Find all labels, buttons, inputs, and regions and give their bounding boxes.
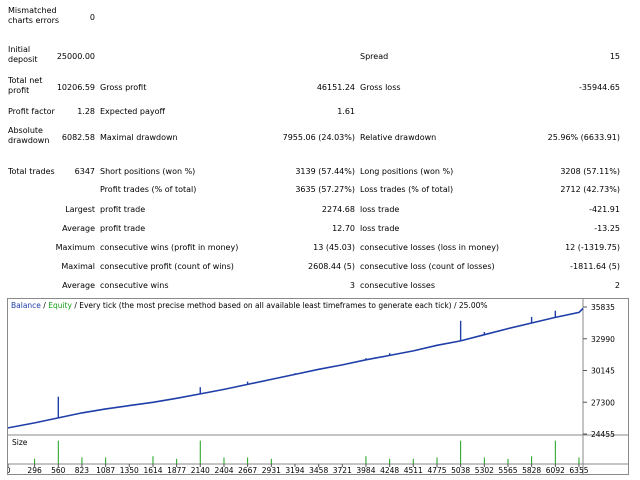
short-positions-label: Short positions (won %) <box>100 167 196 176</box>
balance-series-line <box>8 307 584 429</box>
x-tick-label: 5038 <box>451 466 470 474</box>
avg-consec-losses-value: 2 <box>614 281 620 290</box>
largest-loss-value: -421.91 <box>589 205 620 214</box>
average-loss-value: -13.25 <box>594 224 620 233</box>
max-consec-wins-value: 13 (45.03) <box>313 243 355 252</box>
gross-profit-label: Gross profit <box>100 83 147 92</box>
legend-equity: Equity <box>48 301 72 310</box>
average-loss-label: loss trade <box>360 224 400 233</box>
absolute-drawdown-value: 6082.58 <box>61 133 95 142</box>
x-tick-label: 2140 <box>191 466 210 474</box>
x-tick-label: 5828 <box>522 466 541 474</box>
profit-trades-value: 3635 (57.27%) <box>295 185 355 194</box>
relative-drawdown-value: 25.96% (6633.91) <box>547 133 620 142</box>
initial-deposit-value: 25000.00 <box>56 52 95 61</box>
maximal-prefix: Maximal <box>61 262 95 271</box>
maximal-consec-loss-value: -1811.64 (5) <box>570 262 620 271</box>
maximum-prefix: Maximum <box>55 243 95 252</box>
x-tick-label: 823 <box>75 466 90 474</box>
x-tick-label: 560 <box>51 466 66 474</box>
gross-loss-value: -35944.65 <box>578 83 620 92</box>
x-tick-label: 4775 <box>427 466 446 474</box>
x-tick-label: 3984 <box>356 466 375 474</box>
mismatched-label: Mismatched charts errors <box>8 6 60 25</box>
loss-trades-value: 2712 (42.73%) <box>560 185 620 194</box>
x-tick-label: 296 <box>27 466 42 474</box>
maximal-consec-profit-value: 2608.44 (5) <box>308 262 355 271</box>
largest-loss-label: loss trade <box>360 205 400 214</box>
x-tick-label: 3721 <box>333 466 352 474</box>
y-tick-label: 24455 <box>591 430 615 439</box>
x-tick-label: 2404 <box>214 466 233 474</box>
x-tick-label: 1350 <box>120 466 139 474</box>
mismatched-value: 0 <box>89 13 95 22</box>
x-tick-label: 1614 <box>143 466 162 474</box>
x-tick-label: 1087 <box>96 466 115 474</box>
average-consec-prefix: Average <box>62 281 95 290</box>
absolute-drawdown-label: Absolute drawdown <box>8 126 50 145</box>
x-tick-label: 1877 <box>167 466 186 474</box>
loss-trades-label: Loss trades (% of total) <box>360 185 454 194</box>
maximal-consec-profit-label: consecutive profit (count of wins) <box>100 262 234 271</box>
x-tick-label: 6355 <box>569 466 588 474</box>
total-net-profit-value: 10206.59 <box>56 83 95 92</box>
long-positions-label: Long positions (won %) <box>360 167 454 176</box>
average-profit-value: 12.70 <box>332 224 355 233</box>
spread-label: Spread <box>360 52 389 61</box>
short-positions-value: 3139 (57.44%) <box>295 167 355 176</box>
max-consec-wins-label: consecutive wins (profit in money) <box>100 243 239 252</box>
maximal-drawdown-label: Maximal drawdown <box>100 133 178 142</box>
y-tick-label: 32990 <box>591 335 615 344</box>
average-profit-label: profit trade <box>100 224 146 233</box>
average-prefix: Average <box>62 224 95 233</box>
x-tick-label: 4511 <box>404 466 423 474</box>
size-label: Size <box>12 438 28 447</box>
y-tick-label: 35835 <box>591 303 615 312</box>
legend-description: / Every tick (the most precise method ba… <box>71 301 488 310</box>
largest-profit-value: 2274.68 <box>321 205 355 214</box>
max-consec-losses-value: 12 (-1319.75) <box>565 243 620 252</box>
avg-consec-wins-value: 3 <box>349 281 355 290</box>
y-tick-label: 27300 <box>591 398 615 407</box>
long-positions-value: 3208 (57.11%) <box>560 167 620 176</box>
max-consec-losses-label: consecutive losses (loss in money) <box>360 243 500 252</box>
profit-factor-value: 1.28 <box>77 107 95 116</box>
expected-payoff-label: Expected payoff <box>100 107 165 116</box>
balance-chart: 35835 32990 30145 27300 24455 0 296 560 823 1087 1… <box>7 298 629 475</box>
initial-deposit-label: Initial deposit <box>8 45 38 64</box>
profit-factor-label: Profit factor <box>8 107 55 116</box>
gross-profit-value: 46151.24 <box>316 83 355 92</box>
y-tick-label: 30145 <box>591 367 615 376</box>
avg-consec-wins-label: consecutive wins <box>100 281 169 290</box>
largest-prefix: Largest <box>65 205 95 214</box>
balance-chart-svg: 35835 32990 30145 27300 24455 0 296 560 823 1087 1… <box>8 299 628 474</box>
total-trades-label: Total trades <box>8 167 55 176</box>
relative-drawdown-label: Relative drawdown <box>360 133 437 142</box>
profit-trades-label: Profit trades (% of total) <box>100 185 197 194</box>
expected-payoff-value: 1.61 <box>337 107 355 116</box>
x-tick-label: 4248 <box>380 466 399 474</box>
maximal-drawdown-value: 7955.06 (24.03%) <box>282 133 355 142</box>
x-tick-label: 3458 <box>309 466 328 474</box>
total-net-profit-label: Total net profit <box>8 76 43 95</box>
x-tick-label: 2931 <box>262 466 281 474</box>
legend-balance: Balance <box>11 301 41 310</box>
legend-separator: / <box>40 301 49 310</box>
x-tick-label: 0 <box>8 466 11 474</box>
avg-consec-losses-label: consecutive losses <box>360 281 436 290</box>
chart-legend: Balance / Equity / Every tick (the most … <box>11 301 488 310</box>
x-tick-label: 5302 <box>475 466 494 474</box>
largest-profit-label: profit trade <box>100 205 146 214</box>
spread-value: 15 <box>609 52 620 61</box>
maximal-consec-loss-label: consecutive loss (count of losses) <box>360 262 495 271</box>
total-trades-value: 6347 <box>74 167 95 176</box>
x-tick-label: 3194 <box>285 466 304 474</box>
x-tick-label: 6092 <box>546 466 565 474</box>
gross-loss-label: Gross loss <box>360 83 401 92</box>
x-tick-label: 2667 <box>238 466 257 474</box>
x-tick-label: 5565 <box>498 466 517 474</box>
